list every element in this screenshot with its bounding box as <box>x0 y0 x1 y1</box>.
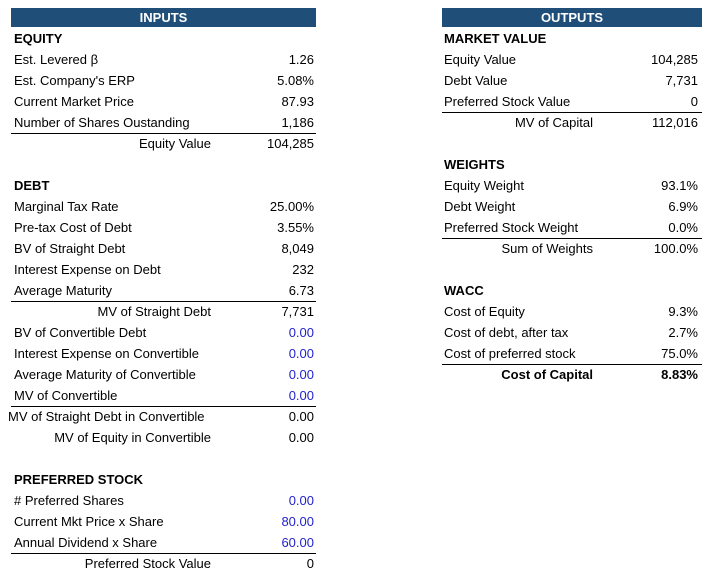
mv-capital-cell[interactable]: 112,016 <box>651 115 698 130</box>
equity-value-cell[interactable]: 104,285 <box>267 136 314 151</box>
interest-expense-cell[interactable]: 232 <box>292 262 314 277</box>
debt-section-title: DEBT <box>14 178 50 193</box>
out-debt-value-cell[interactable]: 7,731 <box>665 73 698 88</box>
weights-total-divider <box>442 238 702 239</box>
equity-section-title: EQUITY <box>14 31 63 46</box>
debt-weight-cell[interactable]: 6.9% <box>668 199 698 214</box>
preferred-shares-label: # Preferred Shares <box>14 493 124 508</box>
preferred-section-title: PREFERRED STOCK <box>14 472 144 487</box>
company-erp-cell[interactable]: 5.08% <box>277 73 314 88</box>
sum-weights-cell[interactable]: 100.0% <box>653 241 698 256</box>
cost-capital-label: Cost of Capital <box>501 367 593 382</box>
maturity-convertible-cell[interactable]: 0.00 <box>288 367 314 382</box>
sum-weights-label: Sum of Weights <box>501 241 593 256</box>
equity-weight-label: Equity Weight <box>444 178 524 193</box>
equity-total-divider <box>11 133 316 134</box>
levered-beta-cell[interactable]: 1.26 <box>288 52 314 67</box>
equity-value-label: Equity Value <box>138 136 211 151</box>
cost-preferred-cell[interactable]: 75.0% <box>661 346 698 361</box>
wacc-total-divider <box>442 364 702 365</box>
wacc-section-title: WACC <box>444 283 484 298</box>
mv-convertible-cell[interactable]: 0.00 <box>288 388 314 403</box>
mv-equity-in-conv-cell[interactable]: 0.00 <box>288 430 314 445</box>
mv-convertible-label: MV of Convertible <box>14 388 118 403</box>
preferred-price-cell[interactable]: 80.00 <box>281 514 314 529</box>
mv-straight-debt-divider <box>11 301 316 302</box>
equity-weight-cell[interactable]: 93.1% <box>661 178 698 193</box>
market-price-label: Current Market Price <box>14 94 134 109</box>
out-equity-value-cell[interactable]: 104,285 <box>651 52 698 67</box>
bv-straight-debt-label: BV of Straight Debt <box>14 241 126 256</box>
pretax-cost-debt-cell[interactable]: 3.55% <box>277 220 314 235</box>
cost-debt-label: Cost of debt, after tax <box>444 325 569 340</box>
mv-straight-debt-cell[interactable]: 7,731 <box>281 304 314 319</box>
inputs-header: INPUTS <box>11 8 316 27</box>
bv-straight-debt-cell[interactable]: 8,049 <box>281 241 314 256</box>
bv-convertible-label: BV of Convertible Debt <box>14 325 147 340</box>
tax-rate-cell[interactable]: 25.00% <box>269 199 314 214</box>
interest-convertible-cell[interactable]: 0.00 <box>288 346 314 361</box>
pretax-cost-debt-label: Pre-tax Cost of Debt <box>14 220 132 235</box>
mv-straight-debt-label: MV of Straight Debt <box>97 304 211 319</box>
company-erp-label: Est. Company's ERP <box>14 73 135 88</box>
weights-section-title: WEIGHTS <box>444 157 505 172</box>
cost-equity-label: Cost of Equity <box>444 304 525 319</box>
preferred-weight-label: Preferred Stock Weight <box>444 220 579 235</box>
mv-straight-in-conv-label: MV of Straight Debt in Convertible <box>8 409 205 424</box>
average-maturity-cell[interactable]: 6.73 <box>288 283 314 298</box>
preferred-shares-cell[interactable]: 0.00 <box>288 493 314 508</box>
preferred-dividend-cell[interactable]: 60.00 <box>281 535 314 550</box>
interest-expense-label: Interest Expense on Debt <box>14 262 161 277</box>
preferred-value-cell[interactable]: 0 <box>306 556 314 571</box>
preferred-value-label: Preferred Stock Value <box>84 556 211 571</box>
preferred-weight-cell[interactable]: 0.0% <box>668 220 698 235</box>
preferred-total-divider <box>11 553 316 554</box>
tax-rate-label: Marginal Tax Rate <box>14 199 119 214</box>
average-maturity-label: Average Maturity <box>14 283 113 298</box>
cost-capital-cell[interactable]: 8.83% <box>661 367 698 382</box>
shares-outstanding-label: Number of Shares Oustanding <box>14 115 190 130</box>
mv-capital-label: MV of Capital <box>514 115 593 130</box>
levered-beta-label: Est. Levered β <box>14 52 99 67</box>
preferred-dividend-label: Annual Dividend x Share <box>14 535 158 550</box>
market-value-section-title: MARKET VALUE <box>444 31 547 46</box>
mv-straight-in-conv-cell[interactable]: 0.00 <box>288 409 314 424</box>
bv-convertible-cell[interactable]: 0.00 <box>288 325 314 340</box>
cost-equity-cell[interactable]: 9.3% <box>668 304 698 319</box>
shares-outstanding-cell[interactable]: 1,186 <box>281 115 314 130</box>
maturity-convertible-label: Average Maturity of Convertible <box>14 367 196 382</box>
market-price-cell[interactable]: 87.93 <box>281 94 314 109</box>
cost-debt-cell[interactable]: 2.7% <box>668 325 698 340</box>
out-debt-value-label: Debt Value <box>444 73 508 88</box>
mv-capital-divider <box>442 112 702 113</box>
convertible-divider <box>11 406 316 407</box>
debt-weight-label: Debt Weight <box>444 199 516 214</box>
out-equity-value-label: Equity Value <box>444 52 517 67</box>
interest-convertible-label: Interest Expense on Convertible <box>14 346 199 361</box>
outputs-header: OUTPUTS <box>442 8 702 27</box>
preferred-price-label: Current Mkt Price x Share <box>14 514 164 529</box>
out-preferred-value-cell[interactable]: 0 <box>690 94 698 109</box>
cost-preferred-label: Cost of preferred stock <box>444 346 576 361</box>
out-preferred-value-label: Preferred Stock Value <box>444 94 571 109</box>
mv-equity-in-conv-label: MV of Equity in Convertible <box>54 430 211 445</box>
